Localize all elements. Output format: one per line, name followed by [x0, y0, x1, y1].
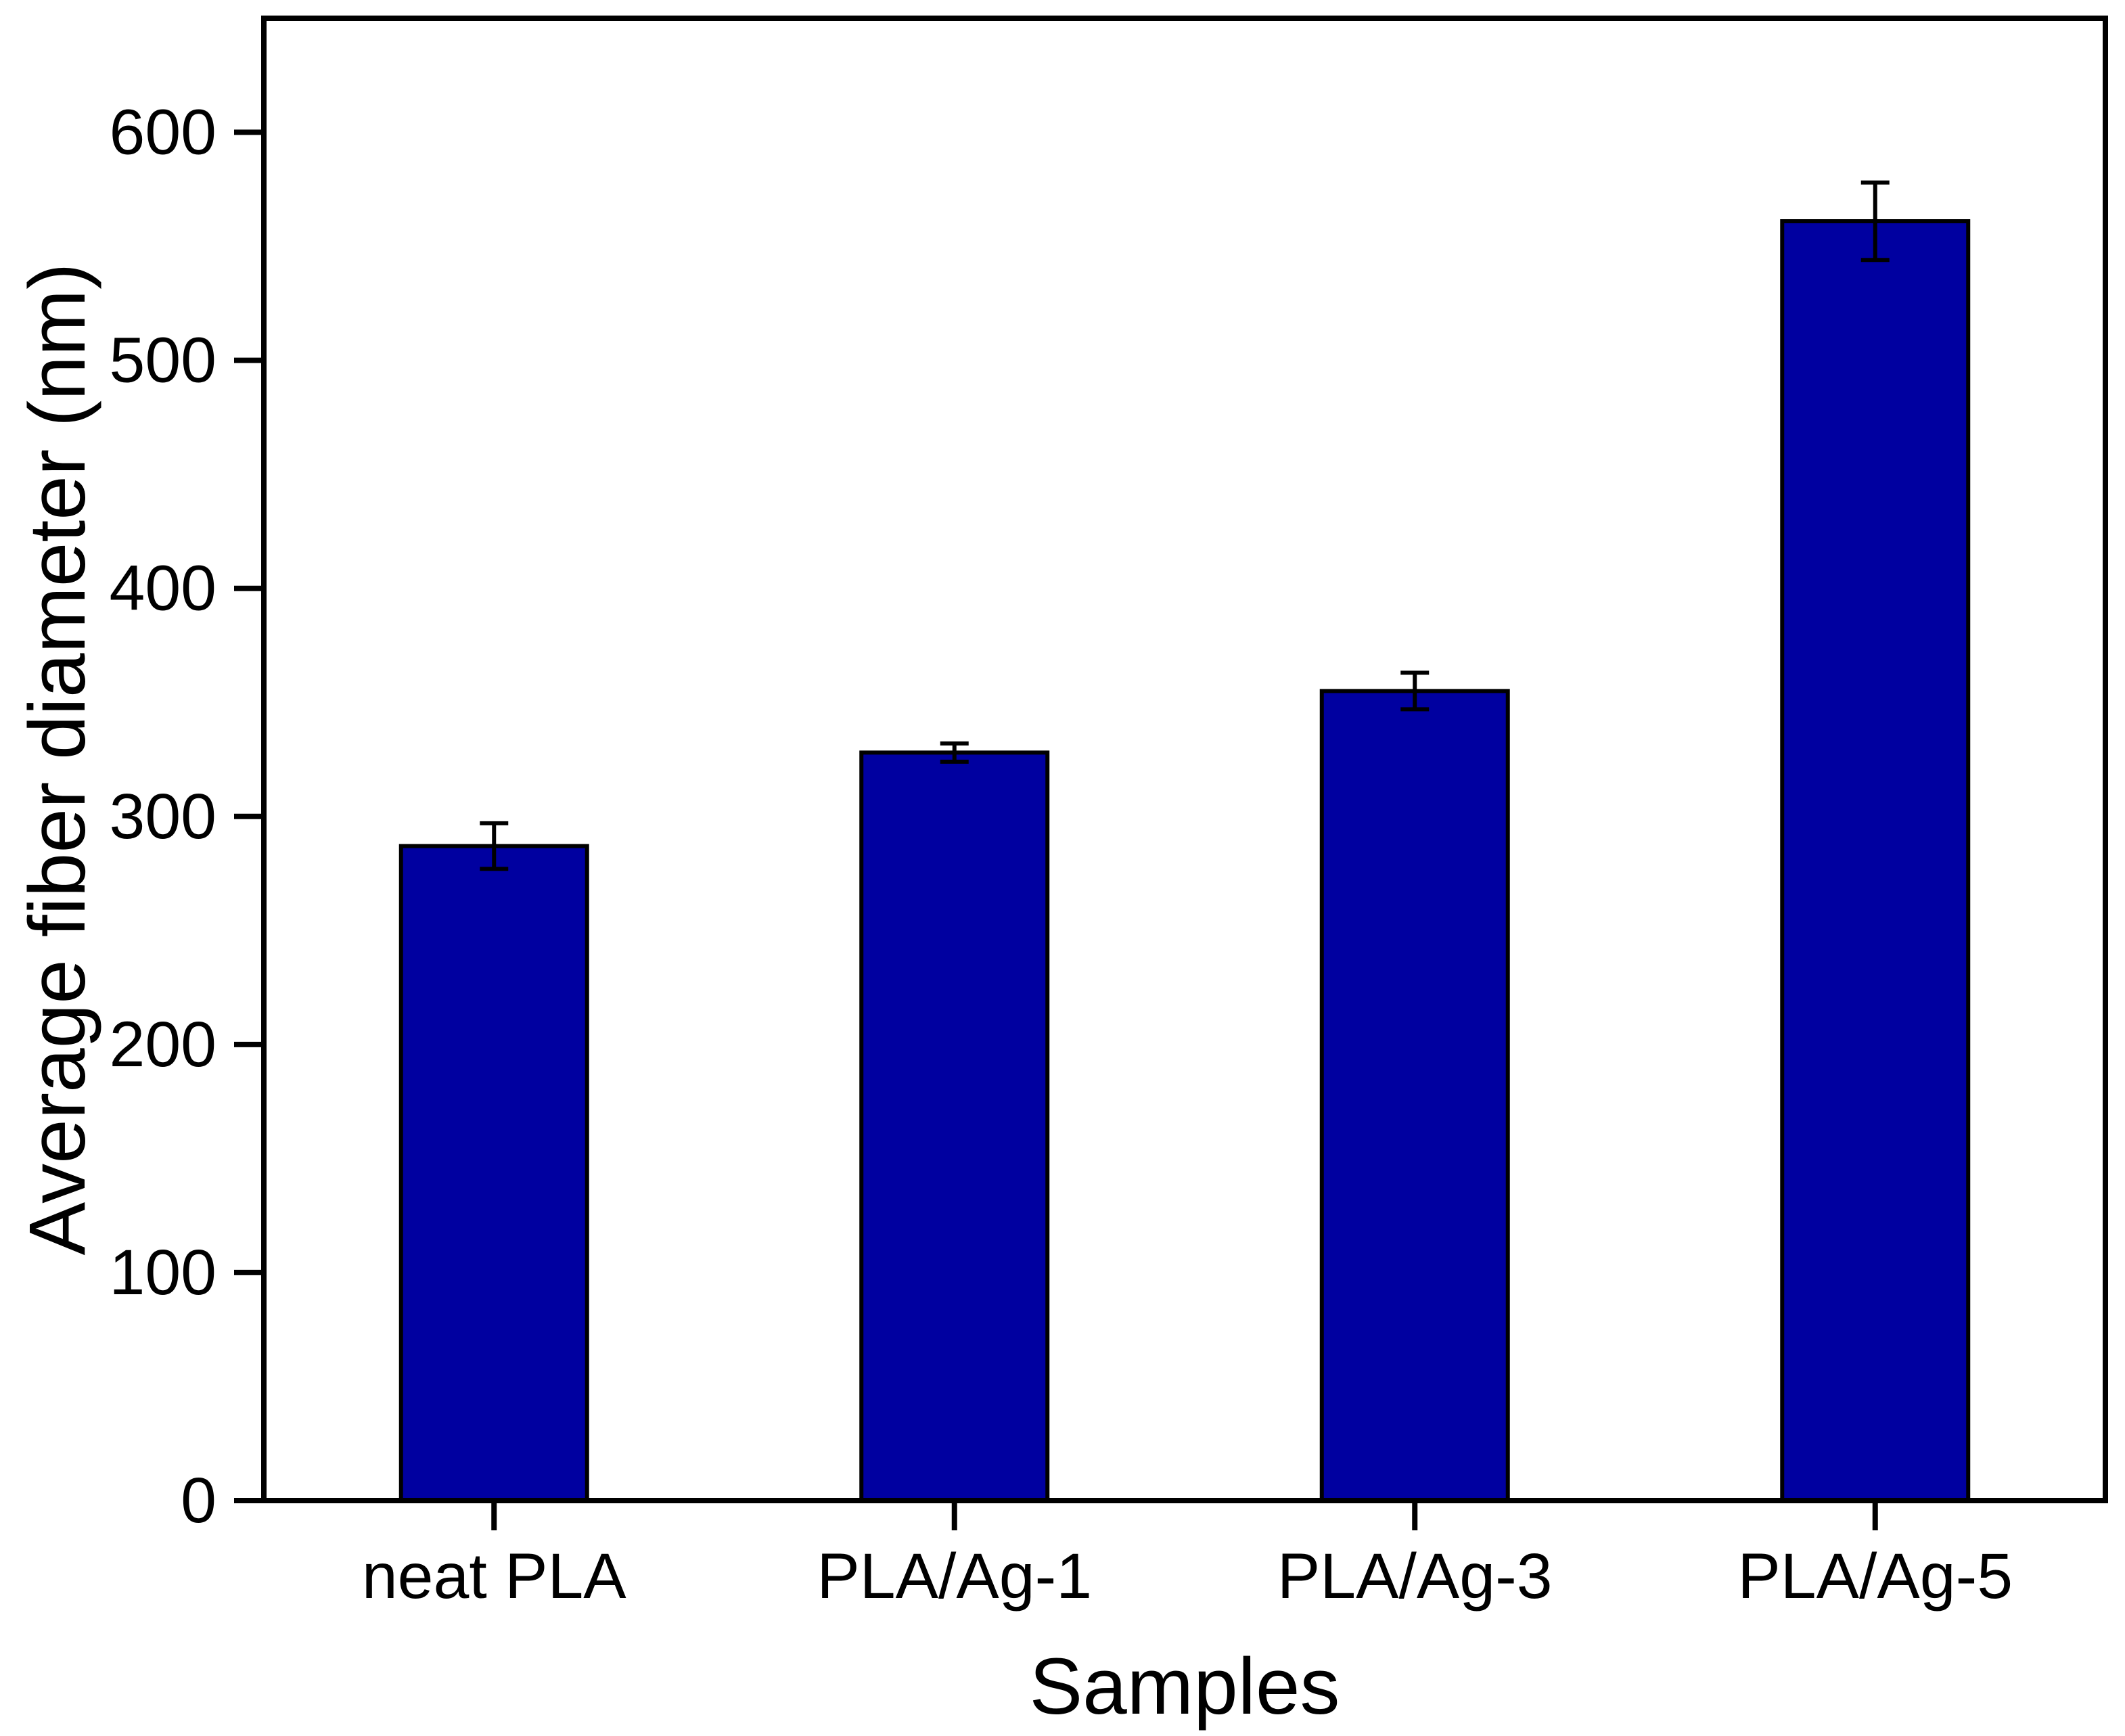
y-tick-label: 400: [109, 553, 216, 624]
y-tick-label: 600: [109, 97, 216, 168]
y-tick-label: 200: [109, 1009, 216, 1080]
bar: [1780, 219, 1971, 1503]
y-axis-title: Average fiber diameter (nm): [13, 263, 102, 1256]
bar: [398, 844, 589, 1503]
y-tick-label: 500: [109, 325, 216, 396]
x-tick-label: neat PLA: [362, 1540, 626, 1612]
y-tick-label: 0: [181, 1465, 216, 1536]
y-tick-label: 300: [109, 781, 216, 852]
x-tick-label: PLA/Ag-1: [817, 1540, 1092, 1612]
bar: [1319, 689, 1510, 1503]
y-tick-label: 100: [109, 1237, 216, 1308]
x-tick-label: PLA/Ag-3: [1277, 1540, 1553, 1612]
x-axis-title: Samples: [1029, 1642, 1340, 1731]
plot-frame: [261, 16, 2108, 1503]
x-tick-label: PLA/Ag-5: [1737, 1540, 2013, 1612]
plot-area: 0 100 200 300 400 500 600 neat PLA PLA/Ag-1 PLA/A…: [109, 16, 2108, 1612]
bar: [859, 750, 1050, 1503]
